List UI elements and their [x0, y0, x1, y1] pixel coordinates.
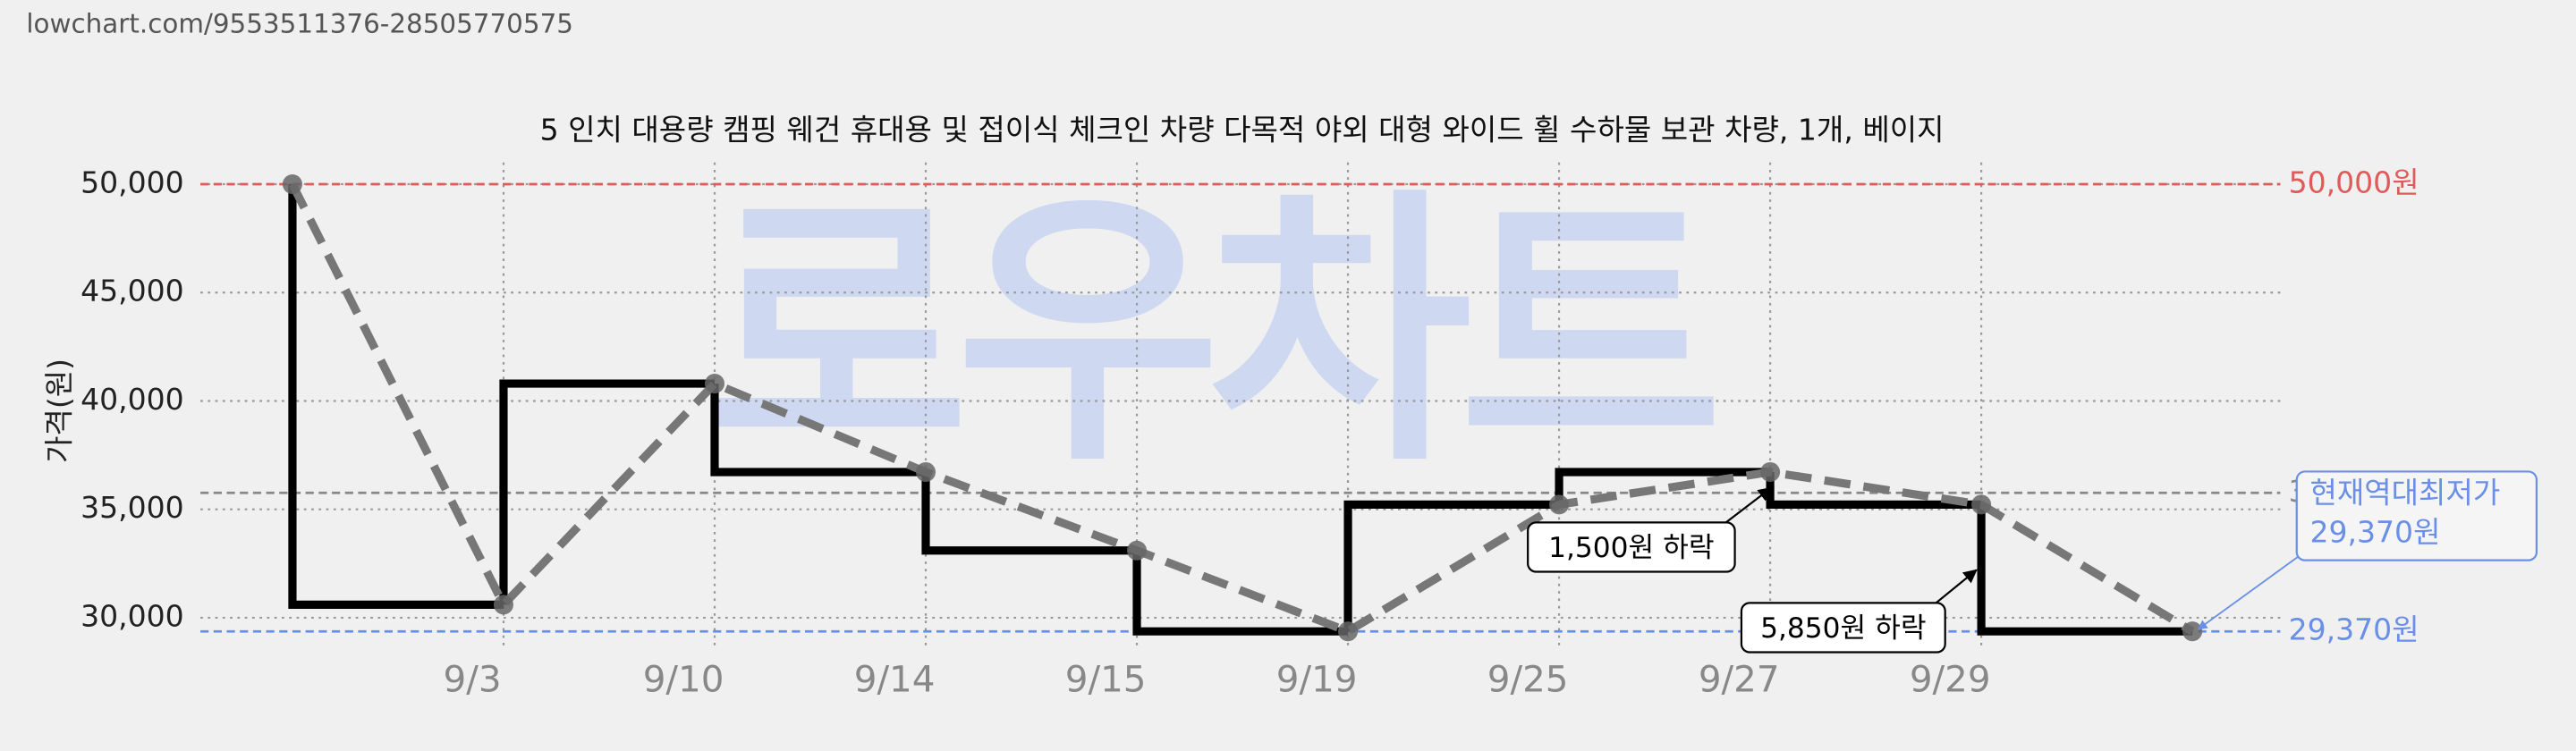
price-point: [704, 374, 724, 394]
price-point: [1760, 461, 1781, 483]
lowest-text: 현재역대최저가: [2309, 476, 2500, 511]
y-tick-label: 30,000: [80, 598, 184, 633]
watermark: 로우차트: [705, 165, 1715, 500]
step-segment: [1977, 504, 2193, 636]
annotation-arrow: [1931, 569, 1978, 607]
annotation-box: [1527, 521, 1736, 573]
step-segment: [1766, 471, 1982, 509]
y-tick-label: 40,000: [80, 382, 184, 417]
y-tick-label: 45,000: [80, 274, 184, 308]
x-tick-label: 9/15: [1065, 658, 1147, 701]
x-tick-label: 9/25: [1487, 658, 1569, 701]
lowest-arrow: [2197, 554, 2301, 630]
annotation-text: 1,500원 하락: [1548, 532, 1714, 564]
annotation-arrow: [1721, 486, 1773, 527]
step-segment: [288, 184, 504, 609]
x-tick-label: 9/19: [1276, 658, 1358, 701]
trend-line: [288, 181, 2195, 637]
price-point: [1549, 494, 1570, 515]
annotation-box: [1740, 602, 1946, 654]
step-segment: [921, 471, 1138, 555]
price-point: [1971, 494, 1992, 515]
x-tick-label: 9/10: [643, 658, 724, 701]
step-segment: [1555, 468, 1771, 505]
y-tick-label: 35,000: [80, 490, 184, 525]
price-point: [1338, 621, 1359, 642]
x-tick-label: 9/3: [444, 658, 502, 701]
x-tick-label: 9/29: [1910, 658, 1991, 701]
y-tick-label: 50,000: [80, 165, 184, 200]
y-axis-label: 가격(원): [41, 359, 76, 463]
chart-title: 5 인치 대용량 캠핑 웨건 휴대용 및 접이식 체크인 차량 다목적 야외 대…: [540, 113, 1945, 148]
price-point: [1127, 540, 1148, 561]
x-tick-label: 9/27: [1699, 658, 1780, 701]
price-point: [915, 461, 936, 483]
x-tick-label: 9/14: [854, 658, 936, 701]
lowest-text: 29,370원: [2309, 515, 2440, 550]
step-segment: [1132, 550, 1349, 636]
price-point: [493, 595, 513, 615]
source-url: lowchart.com/9553511376-28505770575: [26, 8, 573, 38]
lowest-box: [2295, 470, 2538, 561]
reference-label: 29,370원: [2289, 612, 2419, 647]
step-segment: [499, 379, 715, 605]
price-point: [2182, 621, 2203, 642]
step-segment: [710, 384, 926, 477]
reference-label: 50,000원: [2289, 165, 2419, 200]
step-segment: [1343, 500, 1560, 632]
price-point: [282, 174, 302, 195]
annotation-text: 5,850원 하락: [1760, 612, 1926, 645]
